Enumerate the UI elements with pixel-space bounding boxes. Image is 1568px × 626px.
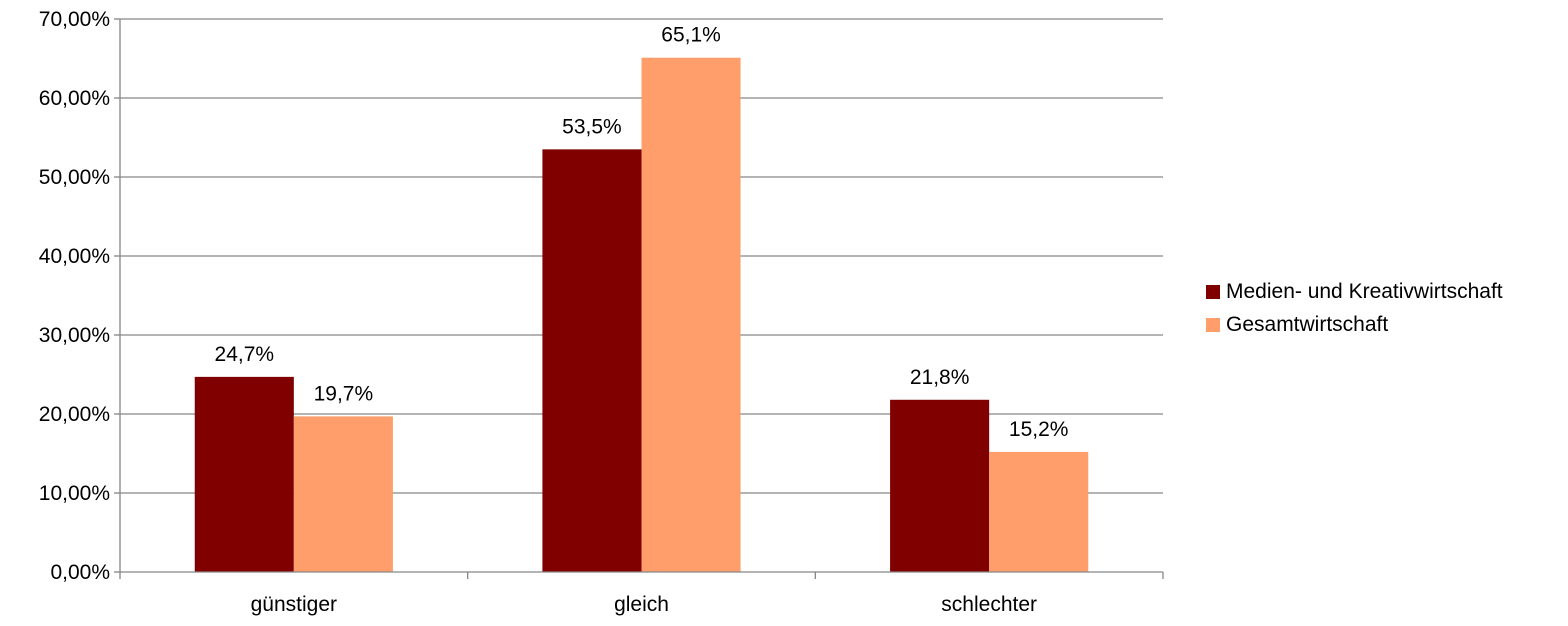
legend-swatch-gesamt (1206, 317, 1220, 332)
x-tick-label: schlechter (941, 593, 1037, 616)
y-tick-label: 0,00% (50, 561, 110, 584)
y-tick-label: 10,00% (39, 482, 110, 505)
legend-label-medien: Medien- und Kreativwirtschaft (1226, 279, 1503, 303)
y-tick-label: 70,00% (39, 8, 110, 31)
x-tick-label: günstiger (251, 593, 337, 616)
bars (194, 57, 1089, 572)
data-label: 53,5% (562, 115, 622, 138)
legend-item-gesamt: Gesamtwirtschaft (1206, 308, 1503, 341)
y-tick-label: 30,00% (39, 324, 110, 347)
data-label: 65,1% (661, 24, 721, 47)
legend: Medien- und Kreativwirtschaft Gesamtwirt… (1206, 275, 1503, 341)
y-tick-label: 60,00% (39, 87, 110, 110)
bar-gesamt (641, 57, 741, 572)
data-label: 24,7% (215, 343, 275, 366)
x-tick-label: gleich (614, 593, 669, 616)
bar-gesamt (293, 416, 393, 572)
legend-item-medien: Medien- und Kreativwirtschaft (1206, 275, 1503, 308)
y-tick-label: 20,00% (39, 403, 110, 426)
y-tick-label: 40,00% (39, 245, 110, 268)
data-labels: 24,7% 19,7% 53,5% 65,1% 21,8% 15,2% (215, 24, 1069, 441)
bar-medien (890, 399, 990, 572)
axes: 0,00% 10,00% 20,00% 30,00% 40,00% 50,00% 60,00… (39, 8, 1164, 616)
bar-medien (194, 376, 294, 572)
y-tick-label: 50,00% (39, 166, 110, 189)
bar-gesamt (989, 451, 1089, 572)
bar-medien (542, 149, 642, 572)
data-label: 21,8% (910, 366, 970, 389)
legend-swatch-medien (1206, 284, 1220, 299)
data-label: 19,7% (314, 382, 374, 405)
data-label: 15,2% (1009, 418, 1069, 441)
legend-label-gesamt: Gesamtwirtschaft (1226, 312, 1389, 336)
